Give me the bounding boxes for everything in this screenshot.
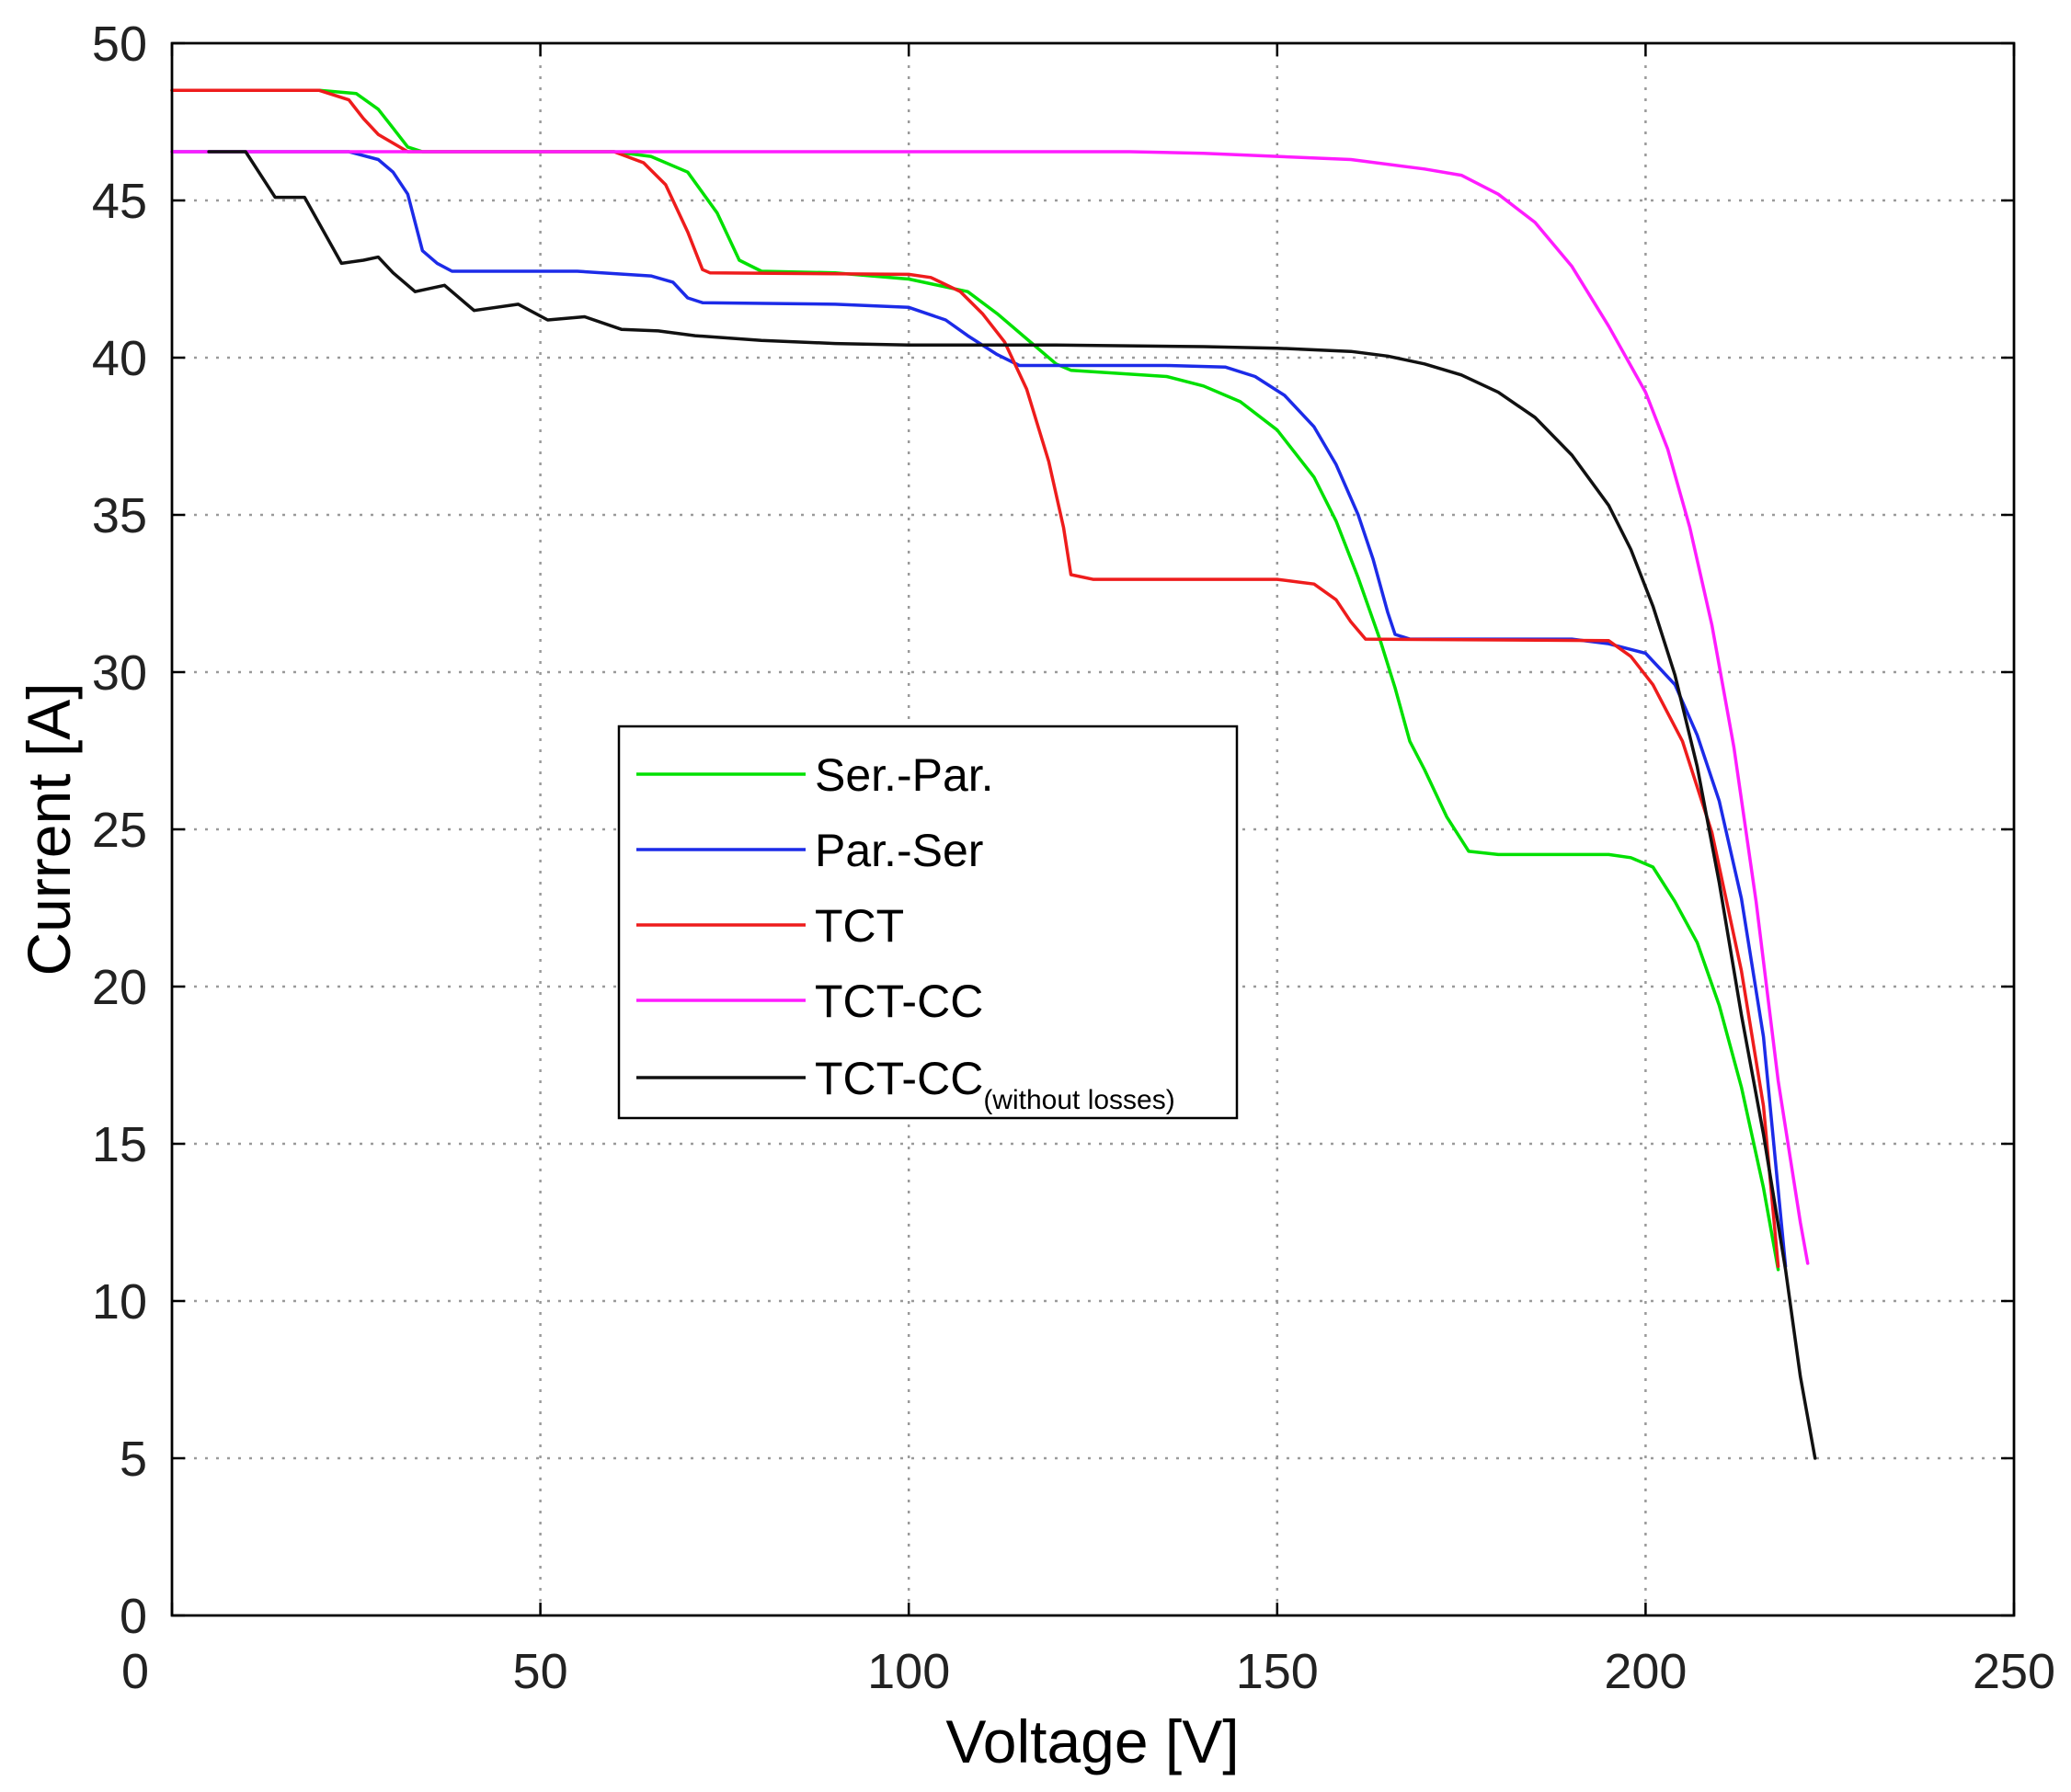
series-line-tct-cc-without-losses [207,150,1817,1460]
legend-label: TCT [815,900,904,952]
x-tick-label: 0 [121,1644,149,1699]
x-tick-label: 50 [513,1644,568,1699]
y-tick-label: 30 [92,645,147,701]
y-tick-label: 40 [92,331,147,386]
legend-box [617,725,1239,1120]
x-tick-label: 150 [1236,1644,1319,1699]
y-tick-label: 5 [120,1432,147,1487]
y-axis-title: Current [A] [15,682,83,976]
y-tick-label: 20 [92,960,147,1015]
legend-label: TCT-CC(without losses) [815,1053,1175,1115]
legend-label-text: TCT-CC [815,1053,983,1104]
legend-label-text: TCT [815,900,904,952]
legend-items: Ser.-Par.Par.-SerTCTTCT-CCTCT-CC(without… [636,749,1175,1115]
ticks: 0 50 100 150 200 250 0 5 10 15 20 25 30 35 40 45 50 [92,17,2055,1699]
y-tick-label: 10 [92,1274,147,1330]
series-line-par-ser [170,150,1788,1269]
legend-label: Par.-Ser [815,825,983,876]
y-tick-label: 15 [92,1117,147,1172]
legend-label: Ser.-Par. [815,749,994,801]
legend: Ser.-Par.Par.-SerTCTTCT-CCTCT-CC(without… [617,725,1239,1120]
y-tick-label: 0 [120,1589,147,1644]
legend-label-text: Par.-Ser [815,825,983,876]
legend-label-text: Ser.-Par. [815,749,994,801]
x-tick-label: 250 [1973,1644,2055,1699]
grid [172,43,2014,1615]
y-tick-label: 45 [92,174,147,229]
y-tick-label: 50 [92,17,147,72]
series-line-tct-cc [170,150,1810,1265]
x-tick-label: 200 [1604,1644,1687,1699]
series-lines [170,88,1817,1460]
y-tick-label: 25 [92,803,147,858]
legend-label: TCT-CC [815,976,983,1027]
legend-label-text: TCT-CC [815,976,983,1027]
x-tick-label: 100 [867,1644,950,1699]
y-tick-label: 35 [92,488,147,543]
legend-label-subscript: (without losses) [983,1085,1174,1115]
x-axis-title: Voltage [V] [945,1707,1239,1775]
